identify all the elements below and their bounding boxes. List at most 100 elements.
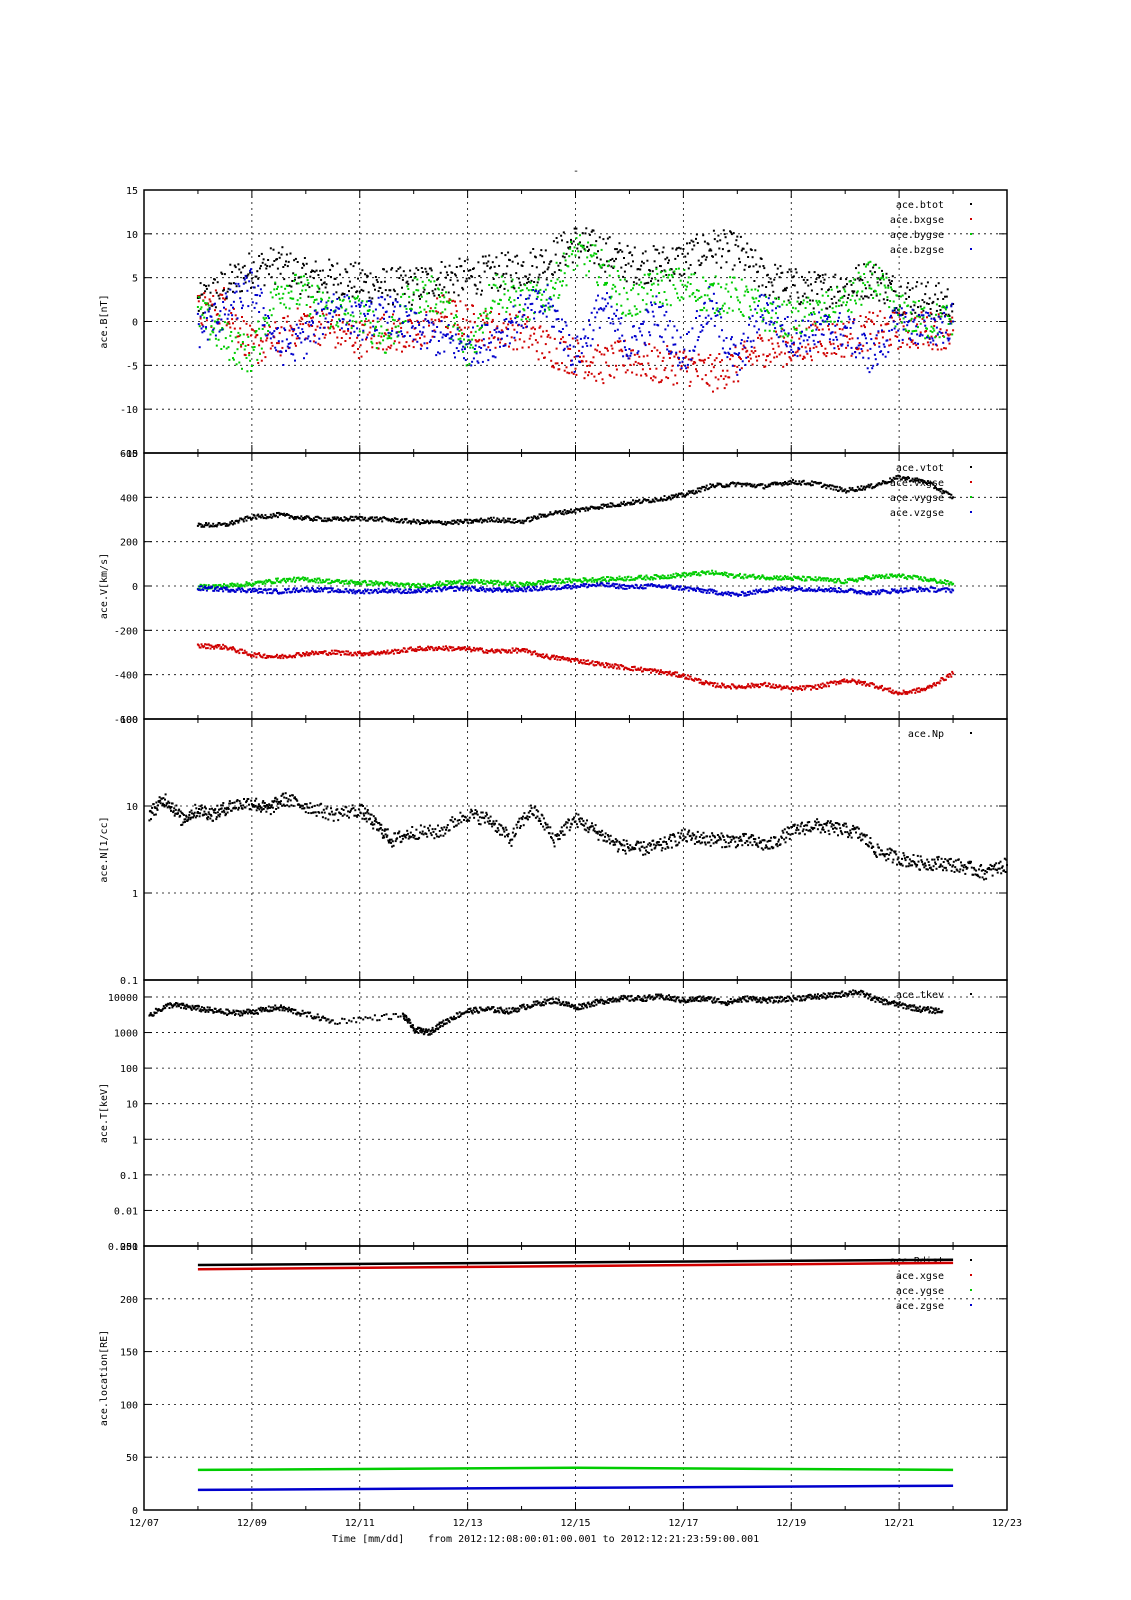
data-point — [591, 660, 594, 663]
data-point — [731, 481, 734, 484]
data-point — [458, 520, 461, 523]
data-point — [582, 244, 585, 247]
data-point — [304, 337, 307, 340]
data-point — [494, 346, 497, 349]
data-point — [839, 343, 842, 346]
data-point — [813, 320, 816, 323]
data-point — [932, 483, 935, 486]
data-point — [739, 301, 741, 304]
data-point — [354, 297, 357, 300]
data-point — [323, 517, 326, 520]
data-point — [929, 341, 932, 344]
data-point — [864, 284, 866, 287]
data-point — [417, 289, 420, 292]
data-point — [572, 372, 575, 375]
data-point — [304, 652, 307, 655]
data-point — [239, 290, 242, 293]
data-point — [348, 323, 350, 326]
data-point — [635, 338, 638, 341]
data-point — [730, 338, 732, 341]
data-point — [786, 271, 789, 274]
data-point — [301, 654, 304, 657]
data-point — [478, 275, 481, 277]
data-point — [510, 280, 513, 283]
data-point — [920, 311, 923, 314]
data-point — [276, 258, 278, 261]
data-point — [626, 298, 629, 301]
data-point — [605, 283, 608, 286]
data-point — [681, 360, 684, 363]
data-point — [770, 281, 773, 284]
data-point — [669, 304, 672, 307]
data-point — [585, 227, 588, 230]
data-point — [580, 244, 583, 247]
data-point — [561, 655, 564, 658]
data-point — [775, 330, 777, 333]
data-point — [886, 296, 889, 299]
data-point — [734, 685, 737, 688]
data-point — [807, 319, 810, 322]
data-point — [749, 340, 752, 343]
data-point — [543, 308, 546, 311]
data-point — [880, 350, 883, 353]
data-point — [481, 289, 483, 292]
data-point — [391, 316, 394, 319]
data-point — [743, 294, 746, 297]
data-point — [537, 278, 540, 281]
data-point — [396, 518, 399, 521]
data-point — [846, 310, 849, 313]
data-point — [739, 686, 742, 689]
data-point — [533, 317, 536, 320]
data-point — [467, 335, 470, 338]
data-point — [350, 324, 353, 327]
data-point — [653, 260, 656, 263]
data-point — [807, 284, 810, 287]
data-point — [772, 483, 775, 486]
data-point — [250, 286, 252, 289]
data-point — [476, 647, 479, 650]
data-point — [639, 668, 642, 671]
data-point — [556, 241, 559, 244]
data-point — [824, 320, 827, 323]
data-point — [687, 276, 690, 279]
data-point — [892, 290, 895, 292]
data-point — [650, 304, 653, 307]
data-point — [771, 481, 774, 484]
data-point — [788, 351, 791, 353]
data-point — [303, 275, 305, 278]
data-point — [586, 663, 589, 665]
data-point — [349, 314, 352, 317]
data-point — [210, 644, 213, 647]
data-point — [945, 295, 948, 298]
data-point — [468, 342, 471, 345]
data-point — [607, 364, 610, 367]
data-point — [703, 361, 706, 364]
data-point — [588, 371, 590, 374]
data-point — [291, 328, 294, 331]
data-point — [725, 383, 728, 386]
data-point — [520, 649, 523, 652]
data-point — [610, 305, 613, 308]
data-point — [472, 313, 475, 315]
data-point — [308, 286, 311, 289]
data-point — [563, 256, 566, 259]
data-point — [611, 502, 614, 505]
data-point — [676, 382, 679, 385]
data-point — [395, 331, 398, 334]
data-point — [915, 329, 918, 332]
data-point — [605, 503, 608, 506]
data-point — [864, 334, 866, 337]
data-point — [738, 308, 741, 311]
data-point — [659, 671, 661, 674]
data-point — [222, 301, 225, 303]
data-point — [663, 495, 666, 497]
data-point — [725, 283, 728, 286]
data-point — [624, 371, 627, 374]
data-point — [916, 477, 919, 480]
data-point — [735, 288, 738, 291]
data-point — [205, 643, 208, 646]
data-point — [696, 242, 699, 244]
data-point — [665, 298, 668, 301]
data-point — [860, 485, 863, 488]
data-point — [285, 320, 288, 323]
